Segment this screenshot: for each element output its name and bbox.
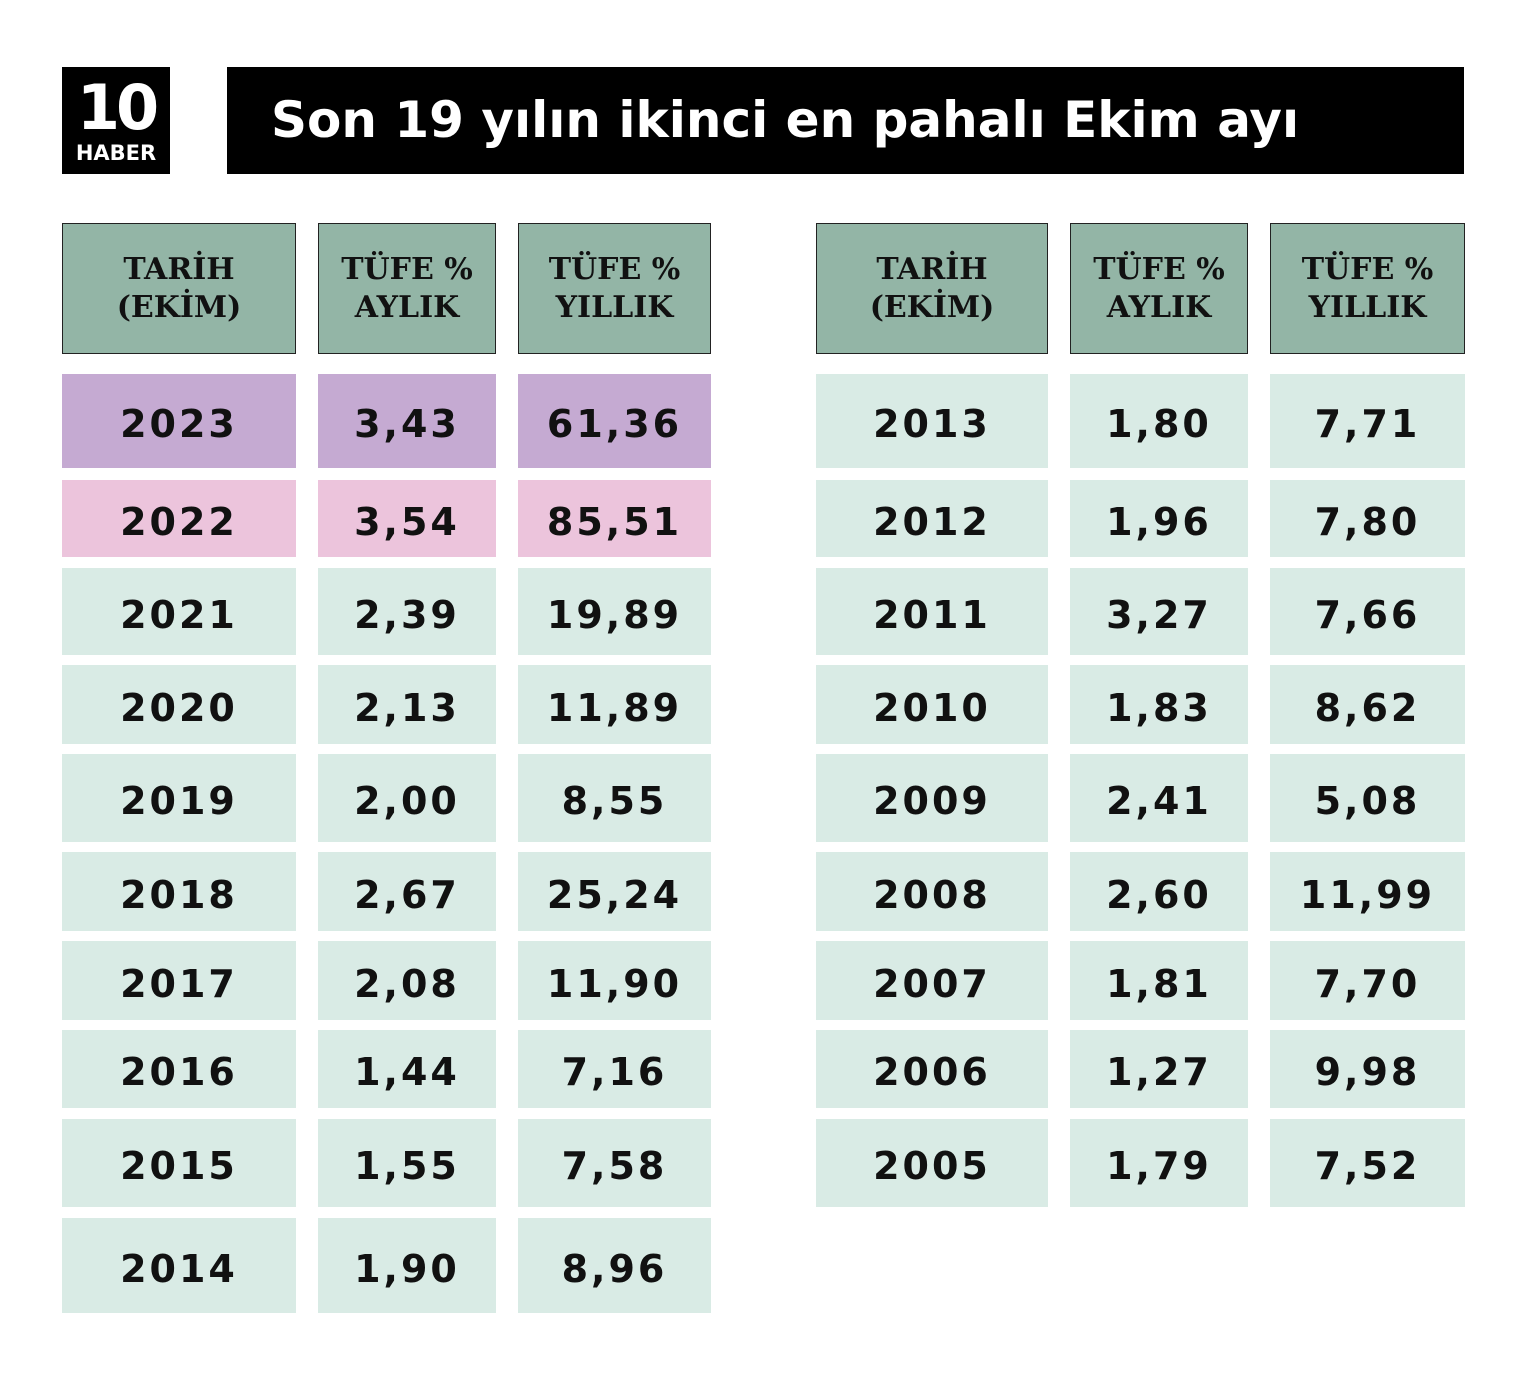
table-cell: 7,66: [1270, 568, 1465, 655]
column-header: TÜFE % YILLIK: [1270, 223, 1465, 354]
column-header: TARİH (EKİM): [62, 223, 296, 354]
header-line: TARİH: [123, 251, 235, 287]
table-cell: 1,81: [1070, 941, 1248, 1020]
table-cell: 2018: [62, 852, 296, 931]
table-cell: 2005: [816, 1119, 1048, 1207]
table-cell: 1,27: [1070, 1030, 1248, 1108]
table-cell: 2,39: [318, 568, 496, 655]
table-cell: 2015: [62, 1119, 296, 1207]
table-cell: 9,98: [1270, 1030, 1465, 1108]
column-header: TÜFE % YILLIK: [518, 223, 711, 354]
table-cell: 2,08: [318, 941, 496, 1020]
table-cell: 61,36: [518, 374, 711, 468]
table-cell: 2014: [62, 1218, 296, 1313]
header-line: YILLIK: [555, 289, 674, 325]
table-cell: 2023: [62, 374, 296, 468]
header-line: AYLIK: [1106, 289, 1212, 325]
table-cell: 2019: [62, 754, 296, 842]
table-cell: 2012: [816, 480, 1048, 557]
column-header: TARİH (EKİM): [816, 223, 1048, 354]
table-cell: 1,90: [318, 1218, 496, 1313]
table-cell: 3,43: [318, 374, 496, 468]
table-cell: 2007: [816, 941, 1048, 1020]
header-line: TÜFE %: [1301, 251, 1434, 287]
table-cell: 7,52: [1270, 1119, 1465, 1207]
table-cell: 2010: [816, 665, 1048, 744]
table-cell: 2,67: [318, 852, 496, 931]
table-cell: 2021: [62, 568, 296, 655]
header-line: TÜFE %: [1093, 251, 1225, 287]
table-cell: 1,96: [1070, 480, 1248, 557]
table-cell: 5,08: [1270, 754, 1465, 842]
column-header: TÜFE % AYLIK: [1070, 223, 1248, 354]
header-line: TARİH: [876, 251, 988, 287]
table-cell: 1,83: [1070, 665, 1248, 744]
table-cell: 2,00: [318, 754, 496, 842]
table-cell: 1,44: [318, 1030, 496, 1108]
logo-text: HABER: [75, 141, 157, 165]
table-cell: 7,71: [1270, 374, 1465, 468]
table-cell: 11,90: [518, 941, 711, 1020]
table-cell: 7,16: [518, 1030, 711, 1108]
table-cell: 7,58: [518, 1119, 711, 1207]
table-cell: 3,54: [318, 480, 496, 557]
table-cell: 3,27: [1070, 568, 1248, 655]
logo: 10 HABER: [62, 67, 170, 174]
header-line: TÜFE %: [341, 251, 473, 287]
table-cell: 19,89: [518, 568, 711, 655]
table-cell: 1,79: [1070, 1119, 1248, 1207]
table-cell: 8,62: [1270, 665, 1465, 744]
header-line: (EKİM): [116, 289, 242, 325]
table-cell: 2008: [816, 852, 1048, 931]
logo-number: 10: [76, 71, 159, 144]
header-line: AYLIK: [354, 289, 460, 325]
title: Son 19 yılın ikinci en pahalı Ekim ayı: [271, 91, 1300, 149]
table-cell: 25,24: [518, 852, 711, 931]
table-cell: 2016: [62, 1030, 296, 1108]
table-cell: 2006: [816, 1030, 1048, 1108]
table-cell: 2,41: [1070, 754, 1248, 842]
header-line: YILLIK: [1308, 289, 1427, 325]
table-cell: 2,60: [1070, 852, 1248, 931]
table-cell: 8,96: [518, 1218, 711, 1313]
table-cell: 2022: [62, 480, 296, 557]
table-cell: 2013: [816, 374, 1048, 468]
table-cell: 2011: [816, 568, 1048, 655]
table-cell: 1,55: [318, 1119, 496, 1207]
table-cell: 1,80: [1070, 374, 1248, 468]
table-cell: 11,89: [518, 665, 711, 744]
table-cell: 2,13: [318, 665, 496, 744]
table-cell: 7,70: [1270, 941, 1465, 1020]
title-bar: Son 19 yılın ikinci en pahalı Ekim ayı: [227, 67, 1464, 174]
table-cell: 85,51: [518, 480, 711, 557]
table-cell: 2009: [816, 754, 1048, 842]
table-cell: 8,55: [518, 754, 711, 842]
table-cell: 2020: [62, 665, 296, 744]
table-cell: 7,80: [1270, 480, 1465, 557]
header-line: (EKİM): [869, 289, 995, 325]
table-cell: 2017: [62, 941, 296, 1020]
header-line: TÜFE %: [548, 251, 681, 287]
table-cell: 11,99: [1270, 852, 1465, 931]
column-header: TÜFE % AYLIK: [318, 223, 496, 354]
